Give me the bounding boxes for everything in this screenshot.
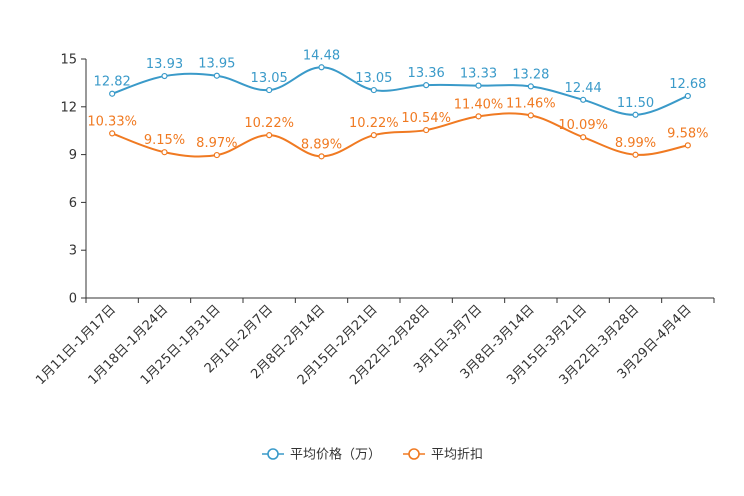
data-point[interactable]: [527, 83, 534, 90]
legend-item-1[interactable]: 平均价格（万）: [262, 447, 381, 463]
data-label: 13.33: [460, 67, 497, 82]
data-label: 13.36: [408, 66, 445, 81]
y-tick-label: 6: [69, 196, 77, 211]
data-label: 9.58%: [667, 126, 708, 141]
data-point[interactable]: [266, 86, 273, 94]
series-layer: 12.82 13.93 13.95 13.05 14.48 13.05 13.36 13.33…: [87, 48, 708, 160]
data-point[interactable]: [213, 151, 220, 159]
data-label: 14.48: [303, 48, 340, 63]
data-label: 13.93: [146, 57, 183, 72]
data-point[interactable]: [684, 92, 691, 100]
data-label: 8.89%: [301, 137, 342, 152]
x-axis: 1月11日-1月17日1月18日-1月24日1月25日-1月31日2月1日-2月…: [33, 297, 715, 388]
data-label: 12.68: [669, 77, 706, 92]
legend-item-2[interactable]: 平均折扣: [403, 448, 483, 463]
y-axis: 0 3 6 9 12 15: [60, 53, 87, 307]
data-point[interactable]: [161, 149, 168, 156]
data-label: 10.22%: [349, 116, 399, 131]
legend-label: 平均折扣: [431, 448, 483, 463]
data-point[interactable]: [109, 130, 116, 137]
legend-label: 平均价格（万）: [290, 447, 381, 463]
legend-marker-icon: [408, 448, 420, 460]
series-1: 12.82 13.93 13.95 13.05 14.48 13.05 13.36 13.33…: [94, 48, 706, 118]
data-label: 10.33%: [87, 114, 137, 129]
data-label: 13.05: [355, 71, 392, 86]
data-point[interactable]: [475, 82, 482, 89]
data-label: 8.97%: [196, 136, 237, 151]
data-label: 11.40%: [454, 97, 504, 112]
legend-marker-icon: [267, 448, 279, 460]
data-point[interactable]: [580, 96, 587, 103]
data-label: 13.05: [251, 71, 288, 86]
series-2: 10.33%9.15% 8.97%10.22%8.89%10.22% 10.54%1…: [87, 96, 708, 160]
data-point[interactable]: [318, 64, 325, 71]
data-point[interactable]: [213, 72, 220, 79]
y-tick-label: 9: [69, 148, 77, 163]
data-label: 10.09%: [558, 118, 608, 133]
data-label: 11.50: [617, 96, 654, 111]
data-point[interactable]: [632, 111, 639, 118]
data-label: 9.15%: [144, 133, 185, 148]
data-label: 12.82: [94, 75, 131, 90]
data-point[interactable]: [318, 153, 325, 160]
data-label: 8.99%: [615, 136, 656, 151]
data-label: 12.44: [565, 81, 602, 96]
data-label: 10.54%: [401, 111, 451, 126]
series-line: [111, 112, 689, 158]
data-label: 11.46%: [506, 96, 556, 111]
y-tick-label: 15: [60, 53, 77, 68]
y-tick-label: 12: [60, 100, 77, 115]
data-point[interactable]: [423, 126, 430, 134]
data-point[interactable]: [684, 142, 691, 149]
y-tick-label: 0: [69, 292, 77, 307]
data-label: 10.22%: [244, 116, 294, 131]
legend[interactable]: 平均价格（万） 平均折扣: [262, 447, 483, 463]
data-point[interactable]: [423, 82, 430, 89]
data-point[interactable]: [161, 72, 168, 80]
data-point[interactable]: [109, 90, 116, 97]
data-label: 13.28: [512, 67, 549, 82]
data-point[interactable]: [370, 86, 377, 94]
data-point[interactable]: [580, 134, 587, 141]
data-point[interactable]: [527, 112, 534, 119]
data-point[interactable]: [370, 132, 377, 139]
data-point[interactable]: [632, 151, 639, 158]
data-point[interactable]: [475, 113, 482, 120]
series-line: [111, 66, 689, 116]
data-point[interactable]: [266, 132, 273, 139]
data-label: 13.95: [198, 57, 235, 72]
y-tick-label: 3: [69, 244, 77, 259]
